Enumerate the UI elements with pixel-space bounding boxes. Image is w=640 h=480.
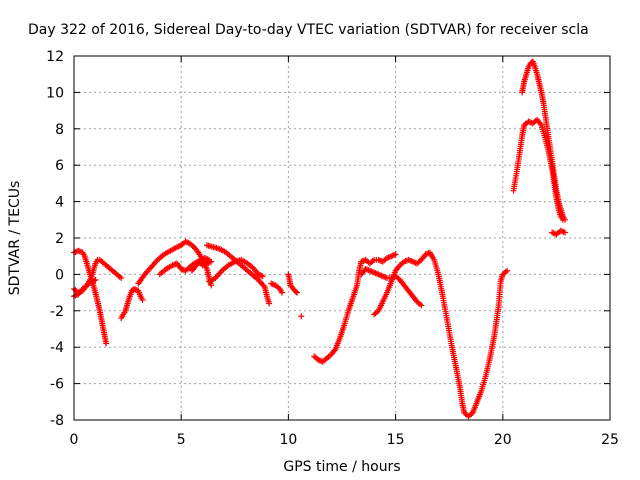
data-point (292, 288, 299, 295)
grid (74, 56, 610, 420)
data-point (561, 216, 568, 223)
data-point (259, 273, 266, 280)
series-arc7 (188, 255, 213, 274)
data-point (331, 347, 338, 354)
y-tick-label: 6 (55, 158, 64, 174)
data-point (560, 228, 567, 235)
x-tick-label: 20 (494, 432, 512, 448)
data-point (118, 275, 125, 282)
data-point (76, 248, 83, 255)
y-tick-label: -8 (50, 413, 64, 429)
series-arc4 (118, 285, 146, 322)
x-axis-label: GPS time / hours (283, 459, 400, 475)
data-point (278, 289, 285, 296)
data-point (418, 302, 425, 309)
y-tick-label: 10 (46, 85, 64, 101)
series-arc15 (371, 249, 511, 420)
data-point (206, 256, 213, 263)
x-tick-label: 0 (70, 432, 79, 448)
series-arc9 (206, 256, 266, 285)
series-arc11 (285, 271, 300, 296)
series-arc1 (71, 247, 110, 347)
series-arc8 (203, 242, 273, 307)
data-point (194, 248, 201, 255)
series-arc17 (519, 58, 568, 223)
x-tick-label: 5 (177, 432, 186, 448)
series-arc14 (358, 265, 425, 309)
series-arc6 (156, 258, 215, 278)
data-point (537, 120, 544, 127)
y-tick-label: -2 (50, 304, 64, 320)
x-tick-label: 15 (387, 432, 405, 448)
x-tick-label: 10 (279, 432, 297, 448)
data-point (103, 340, 110, 347)
data-point (139, 296, 146, 303)
data-point (293, 289, 300, 296)
series-arc18 (549, 227, 568, 238)
chart-title: Day 322 of 2016, Sidereal Day-to-day VTE… (28, 22, 589, 38)
x-tick-label: 25 (601, 432, 619, 448)
y-tick-label: -6 (50, 377, 64, 393)
y-tick-label: 8 (55, 122, 64, 138)
y-tick-label: 12 (46, 49, 64, 65)
data-point (392, 251, 399, 258)
y-axis-label: SDTVAR / TECUs (7, 181, 23, 296)
data-point (72, 248, 79, 255)
y-tick-label: 4 (55, 195, 64, 211)
data-point (298, 313, 305, 320)
y-tick-label: -4 (50, 340, 64, 356)
data-point (504, 267, 511, 274)
y-tick-label: 2 (55, 231, 64, 247)
data-point (92, 276, 99, 283)
data-series (71, 58, 568, 420)
series-arc13 (311, 251, 399, 365)
axis-ticks: 0 5 10 15 20 25 -8 -6 -4 -2 0 2 4 6 8 10 12 (46, 49, 619, 448)
y-tick-label: 0 (55, 267, 64, 283)
data-point (266, 300, 273, 307)
data-point (561, 229, 568, 236)
series-arc10 (268, 280, 285, 296)
series-arc3 (71, 276, 99, 300)
series-arc12 (298, 313, 305, 320)
